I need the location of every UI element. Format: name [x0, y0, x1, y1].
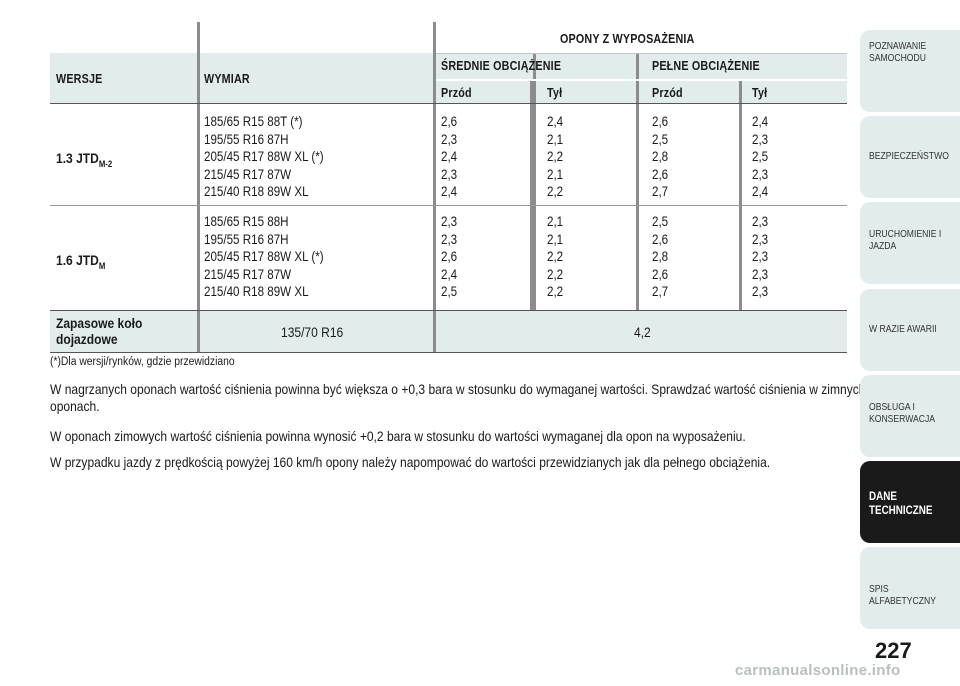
tab-label: DANE TECHNICZNE: [869, 489, 933, 517]
spare-size-shade: [200, 310, 433, 352]
table-divider: [433, 22, 436, 352]
pressure-full-rear: 2,4 2,3 2,5 2,3 2,4: [752, 114, 769, 200]
group-header-medium-load: ŚREDNIE OBCIĄŻENIE: [441, 59, 562, 73]
tab-dane-techniczne[interactable]: DANE TECHNICZNE: [860, 461, 960, 543]
tire-sizes: 185/65 R15 88H 195/55 R16 87H 205/45 R17…: [204, 214, 324, 300]
spare-wheel-size: 135/70 R16: [281, 324, 344, 340]
table-header-shade-versions: [50, 53, 197, 103]
table-rule: [436, 53, 847, 54]
table-divider: [533, 53, 536, 310]
table-header-shade-size: [200, 53, 433, 103]
tab-label: OBSŁUGA I KONSERWACJA: [869, 401, 936, 425]
tab-poznawanie-samochodu[interactable]: POZNAWANIE SAMOCHODU: [860, 30, 960, 112]
footnote: (*)Dla wersji/rynków, gdzie przewidziano: [50, 356, 235, 368]
group-header-full-load: PEŁNE OBCIĄŻENIE: [652, 59, 760, 73]
pressure-full-front: 2,6 2,5 2,8 2,6 2,7: [652, 114, 669, 200]
paragraph: W oponach zimowych wartość ciśnienia pow…: [50, 428, 746, 444]
paragraph: W nagrzanych oponach wartość ciśnienia p…: [50, 381, 866, 414]
pressure-medium-front: 2,6 2,3 2,4 2,3 2,4: [441, 114, 458, 200]
table-divider: [197, 22, 200, 352]
tab-label: BEZPIECZEŃSTWO: [869, 150, 949, 162]
spare-value-shade: [436, 310, 847, 352]
tab-label: W RAZIE AWARII: [869, 323, 937, 335]
page-number: 227: [875, 638, 912, 663]
pressure-medium-rear: 2,4 2,1 2,2 2,1 2,2: [547, 114, 564, 200]
subheader-front: Przód: [652, 86, 683, 100]
paragraph: W przypadku jazdy z prędkością powyżej 1…: [50, 454, 771, 470]
table-divider: [636, 53, 639, 310]
pressure-medium-rear: 2,1 2,1 2,2 2,2 2,2: [547, 214, 564, 300]
column-header-versions: WERSJE: [56, 72, 103, 86]
table-rule: [50, 103, 847, 104]
tab-spis-alfabetyczny[interactable]: SPIS ALFABETYCZNY: [860, 547, 960, 629]
table-rule: [50, 352, 847, 353]
table-rule: [50, 205, 847, 206]
tab-label: SPIS ALFABETYCZNY: [869, 583, 936, 607]
spare-wheel-label: Zapasowe koło dojazdowe: [56, 315, 143, 347]
column-header-size: WYMIAR: [204, 72, 250, 86]
tire-sizes: 185/65 R15 88T (*) 195/55 R16 87H 205/45…: [204, 114, 324, 200]
tab-label: URUCHOMIENIE I JAZDA: [869, 228, 942, 252]
version-label: 1.3 JTD: [56, 150, 99, 166]
tab-obsluga-i-konserwacja[interactable]: OBSŁUGA I KONSERWACJA: [860, 375, 960, 457]
subheader-front: Przód: [441, 86, 472, 100]
table-row-version: 1.3 JTDM-2: [56, 150, 112, 169]
watermark: carmanualsonline.info: [735, 662, 901, 679]
table-rule: [50, 310, 847, 311]
pressure-full-rear: 2,3 2,3 2,3 2,3 2,3: [752, 214, 769, 300]
table-title: OPONY Z WYPOSAŻENIA: [560, 32, 695, 46]
version-subscript: M-2: [98, 159, 113, 170]
table-row-version: 1.6 JTDM: [56, 252, 105, 271]
tab-bezpieczenstwo[interactable]: BEZPIECZEŃSTWO: [860, 116, 960, 198]
table-divider: [530, 80, 533, 310]
subheader-rear: Tył: [547, 86, 563, 100]
table-rule: [436, 79, 847, 81]
table-header-shade-pressure: [436, 53, 847, 103]
tab-uruchomienie-i-jazda[interactable]: URUCHOMIENIE I JAZDA: [860, 202, 960, 284]
spare-wheel-pressure: 4,2: [634, 324, 651, 340]
tab-label: POZNAWANIE SAMOCHODU: [869, 40, 927, 64]
version-label: 1.6 JTD: [56, 252, 99, 268]
spare-label-shade: [50, 310, 197, 352]
pressure-medium-front: 2,3 2,3 2,6 2,4 2,5: [441, 214, 458, 300]
pressure-full-front: 2,5 2,6 2,8 2,6 2,7: [652, 214, 669, 300]
tab-w-razie-awarii[interactable]: W RAZIE AWARII: [860, 289, 960, 371]
table-divider: [739, 80, 742, 310]
subheader-rear: Tył: [752, 86, 768, 100]
version-subscript: M: [98, 261, 106, 272]
